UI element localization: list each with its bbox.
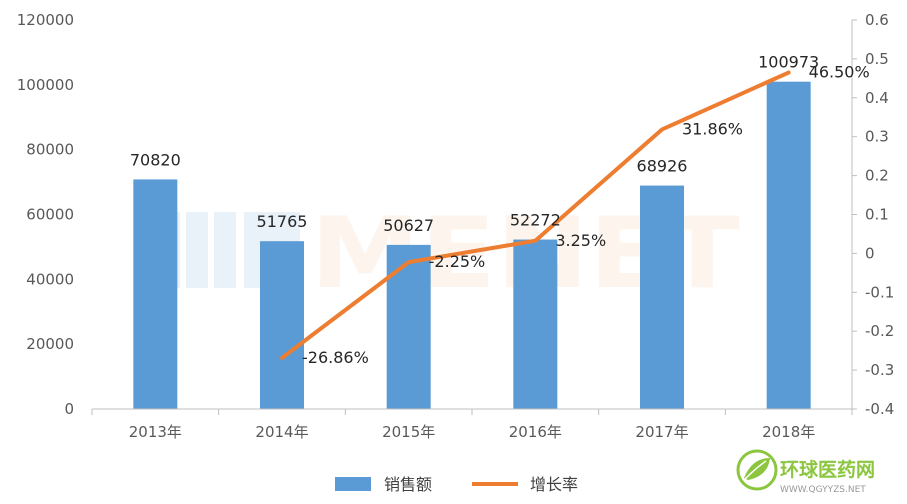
bar-value-label: 52272 [510,211,561,230]
globe-leaf-icon [736,449,778,491]
legend-bar-label: 销售额 [384,475,432,494]
growth-rate-line [280,70,791,360]
y-right-tick-label: 0 [865,244,875,262]
x-tick-label: 2013年 [129,423,182,441]
y-left-tick-label: 100000 [17,76,74,94]
x-tick-label: 2015年 [382,423,435,441]
y-right-tick-label: 0.6 [865,11,889,29]
y-right-tick-label: -0.1 [865,283,894,301]
y-right-tick-label: -0.2 [865,322,894,340]
logo-name: 环球医药网 [780,458,875,481]
y-left-tick-label: 20000 [26,335,74,353]
y-right-tick-label: 0.1 [865,206,889,224]
growth-rate-label: -2.25% [429,252,486,271]
legend-bar-swatch [335,477,371,491]
bar [260,241,304,409]
x-tick-label: 2017年 [635,423,688,441]
y-right-tick-label: -0.3 [865,361,894,379]
legend-line-label: 增长率 [530,475,578,494]
y-left-tick-label: 40000 [26,270,74,288]
bar [640,185,684,409]
bar [766,81,811,409]
x-tick-label: 2016年 [509,423,562,441]
y-right-tick-label: 0.5 [865,50,889,68]
y-right-tick-label: 0.2 [865,167,889,185]
bar-value-label: 50627 [383,216,434,235]
bar [386,244,431,409]
bar-value-label: 68926 [637,157,688,176]
x-tick-label: 2014年 [255,423,308,441]
bar [513,239,558,409]
bar-value-label: 100973 [758,53,819,72]
y-right-tick-label: 0.3 [865,128,889,146]
legend: 销售额 增长率 [335,475,578,494]
site-logo: 环球医药网 WWW.QGYYZS.NET [736,449,875,495]
y-left-tick-label: 0 [64,400,74,418]
y-right-tick-label: -0.4 [865,400,894,418]
x-tick-label: 2018年 [762,423,815,441]
growth-rate-label: 3.25% [555,231,606,250]
y-right-tick-label: 0.4 [865,89,889,107]
y-left-tick-label: 120000 [17,11,74,29]
bar [133,179,178,409]
growth-rate-label: -26.86% [302,348,369,367]
y-left-tick-label: 80000 [26,141,74,159]
y-left-tick-label: 60000 [26,206,74,224]
bar-value-label: 70820 [130,150,181,169]
growth-rate-label: 46.50% [809,63,870,82]
growth-rate-label: 31.86% [682,119,743,138]
bar-value-label: 51765 [257,212,308,231]
logo-url: WWW.QGYYZS.NET [780,485,866,495]
